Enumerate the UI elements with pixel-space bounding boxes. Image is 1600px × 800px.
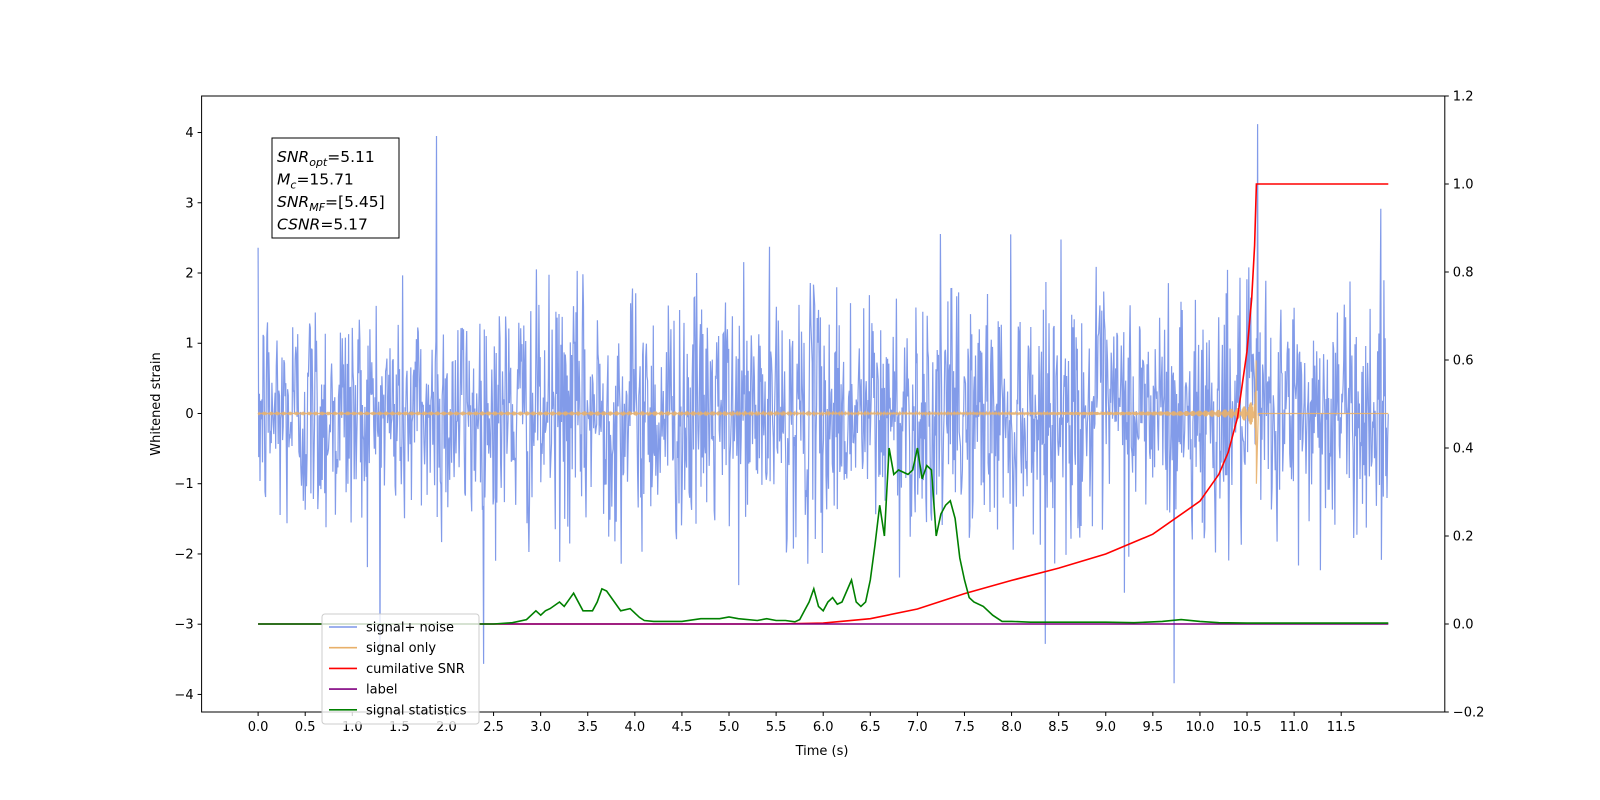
legend-label: signal+ noise xyxy=(366,621,454,636)
annotation-line: SNRMF=[5.45] xyxy=(277,193,385,214)
x-tick-label: 9.5 xyxy=(1142,720,1163,735)
y-tick-label: −1 xyxy=(174,477,193,492)
legend: signal+ noise signal only cumilative SNR la… xyxy=(321,613,480,725)
x-tick-label: 0.5 xyxy=(295,720,316,735)
y2-tick-label: 0.6 xyxy=(1453,354,1474,369)
y-tick-label: 1 xyxy=(185,337,193,352)
legend-label: signal statistics xyxy=(366,703,467,718)
y2-tick-label: −0.2 xyxy=(1453,706,1485,721)
x-tick-label: 8.5 xyxy=(1048,720,1069,735)
x-axis-label: Time (s) xyxy=(795,744,849,759)
y2-tick-label: 1.0 xyxy=(1453,178,1474,193)
annotation-frame xyxy=(271,137,400,239)
x-tick-label: 0.0 xyxy=(248,720,269,735)
y-tick-label: 3 xyxy=(185,196,193,211)
series-signal-noise xyxy=(257,124,1389,684)
x-tick-label: 11.5 xyxy=(1327,720,1356,735)
plot-area xyxy=(257,124,1389,684)
y-tick-label: 4 xyxy=(185,126,193,141)
y2-tick-label: 0.8 xyxy=(1453,266,1474,281)
annotation-line: Mc=15.71 xyxy=(277,171,354,192)
x-tick-label: 7.5 xyxy=(954,720,975,735)
x-tick-label: 10.5 xyxy=(1233,720,1262,735)
series-cumilative-snr xyxy=(258,183,1389,625)
legend-label: cumilative SNR xyxy=(366,662,465,677)
x-tick-label: 6.0 xyxy=(813,720,834,735)
series-signal-only xyxy=(257,360,1389,484)
y-tick-label: −3 xyxy=(174,618,193,633)
x-tick-label: 2.5 xyxy=(483,720,504,735)
y-tick-label: 0 xyxy=(185,407,193,422)
x-tick-label: 5.5 xyxy=(766,720,787,735)
x-tick-label: 7.0 xyxy=(907,720,928,735)
annotation-line: CSNR=5.17 xyxy=(277,216,368,234)
series-signal-statistics xyxy=(258,447,1389,625)
x-tick-label: 3.0 xyxy=(530,720,551,735)
x-tick-label: 6.5 xyxy=(860,720,881,735)
y2-tick-label: 0.4 xyxy=(1453,442,1474,457)
annotation-line: SNRopt=5.11 xyxy=(277,148,375,169)
legend-label: signal only xyxy=(366,641,436,656)
x-tick-label: 9.0 xyxy=(1095,720,1116,735)
x-tick-label: 3.5 xyxy=(577,720,598,735)
x-tick-label: 11.0 xyxy=(1280,720,1309,735)
legend-label: label xyxy=(366,683,397,698)
y2-tick-label: 1.2 xyxy=(1453,90,1474,105)
y-tick-label: −2 xyxy=(174,547,193,562)
y-tick-label: 2 xyxy=(185,267,193,282)
x-tick-label: 4.5 xyxy=(672,720,693,735)
y-axis-right: −0.2 0.0 0.2 0.4 0.6 0.8 1.0 1.2 xyxy=(1444,90,1485,721)
y-axis-left: −4 −3 −2 −1 0 1 2 3 4 xyxy=(174,126,202,703)
y2-tick-label: 0.2 xyxy=(1453,530,1474,545)
y-axis-label: Whitened strain xyxy=(149,352,164,455)
y2-tick-label: 0.0 xyxy=(1453,618,1474,633)
y-tick-label: −4 xyxy=(174,688,193,703)
x-tick-label: 8.0 xyxy=(1001,720,1022,735)
x-tick-label: 4.0 xyxy=(624,720,645,735)
legend-frame xyxy=(321,613,480,725)
x-tick-label: 5.0 xyxy=(719,720,740,735)
x-tick-label: 10.0 xyxy=(1185,720,1214,735)
